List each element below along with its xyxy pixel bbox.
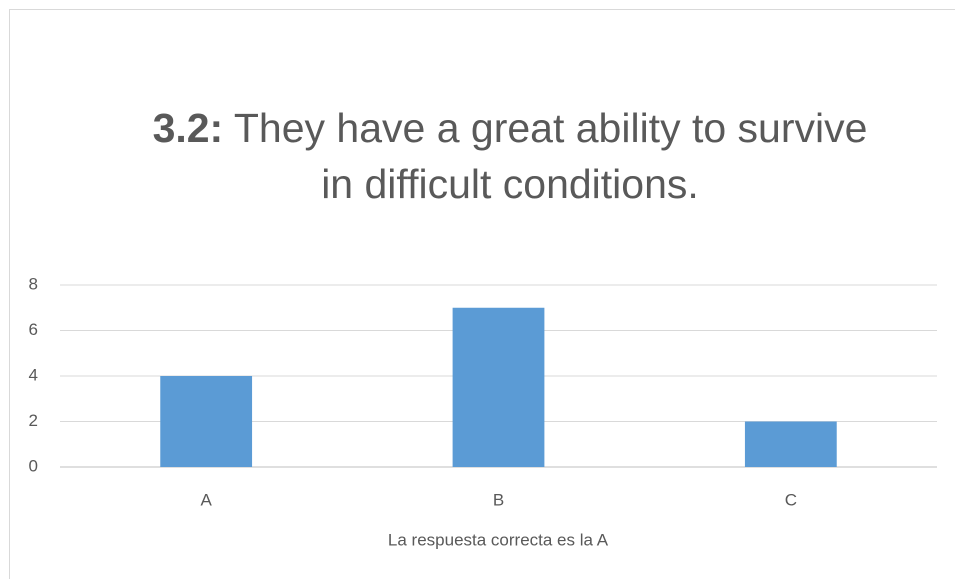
x-tick-label: B: [493, 490, 504, 509]
chart-title: 3.2: They have a great ability to surviv…: [150, 100, 870, 212]
chart-frame: [9, 9, 955, 579]
title-text: They have a great ability to survive in …: [233, 105, 868, 207]
title-label: 3.2:: [152, 105, 224, 151]
y-tick-label: 6: [29, 320, 38, 339]
x-tick-label: C: [785, 490, 797, 509]
y-tick-label: 8: [29, 274, 38, 293]
bar: [744, 421, 837, 467]
y-tick-label: 0: [29, 456, 38, 475]
y-tick-label: 2: [29, 411, 38, 430]
x-axis-label: La respuesta correcta es la A: [388, 530, 609, 549]
bar: [160, 376, 253, 467]
y-tick-label: 4: [29, 365, 38, 384]
x-tick-label: A: [200, 490, 212, 509]
bar: [452, 307, 545, 467]
